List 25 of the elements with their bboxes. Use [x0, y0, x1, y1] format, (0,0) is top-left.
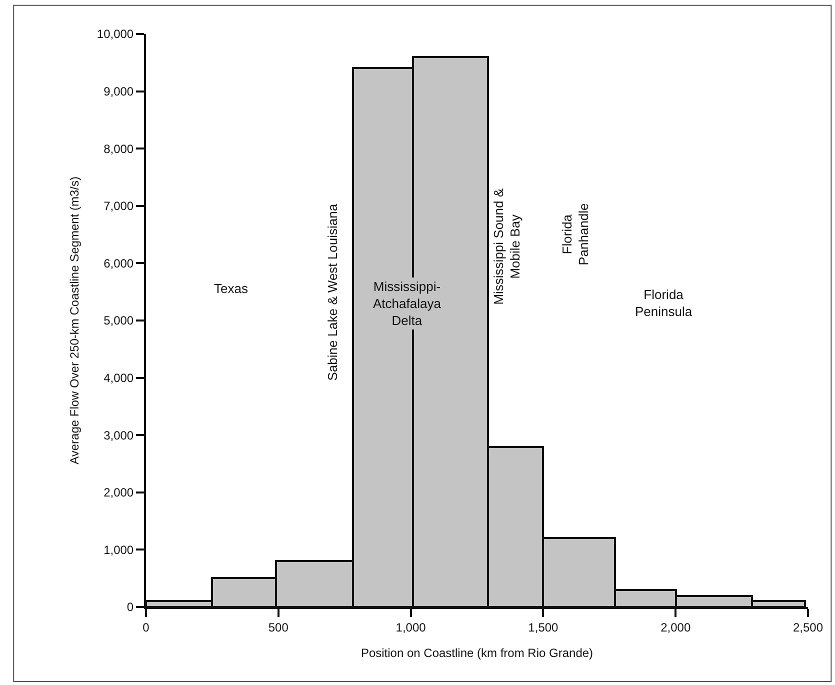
y-tick-label: 8,000 — [104, 142, 134, 156]
x-tick-label: 0 — [142, 620, 150, 634]
y-tick-label: 9,000 — [104, 84, 134, 98]
y-tick-label: 7,000 — [104, 199, 134, 214]
y-tick-label: 10,000 — [96, 27, 134, 42]
annotation: Florida Peninsula — [635, 287, 693, 319]
annotation: Sabine Lake & West Louisiana — [325, 203, 340, 381]
y-tick-label: 2,000 — [104, 486, 134, 500]
x-axis-title: Position on Coastline (km from Rio Grande) — [360, 646, 594, 660]
y-tick-label: 3,000 — [104, 428, 134, 442]
x-tick-label: 1,500 — [528, 620, 559, 634]
y-tick-label: 4,000 — [104, 371, 134, 385]
y-tick-label: 1,000 — [104, 542, 134, 557]
annotation: Mississippi Sound & Mobile Bay — [490, 188, 523, 305]
annotation: Mississippi- Atchafalaya Delta — [373, 279, 442, 328]
x-tick-label: 500 — [268, 620, 289, 634]
x-tick-label: 2,500 — [792, 620, 824, 634]
x-tick-label: 1,000 — [396, 620, 426, 634]
annotation: Texas — [214, 281, 248, 296]
y-tick-label: 6,000 — [104, 256, 134, 270]
y-tick-label: 5,000 — [104, 314, 134, 328]
annotation: Florida Panhandle — [559, 203, 592, 266]
y-axis-title: Average Flow Over 250-km Coastline Segment (m3/s) — [68, 176, 82, 464]
x-tick-label: 2,000 — [660, 620, 691, 634]
y-tick-label: 0 — [126, 600, 134, 614]
